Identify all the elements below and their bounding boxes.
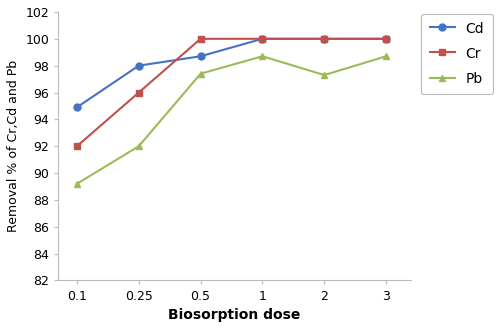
Line: Cd: Cd	[74, 35, 390, 111]
Pb	[74, 182, 80, 186]
Pb	[136, 144, 142, 148]
Cr	[136, 90, 142, 94]
Pb	[260, 54, 266, 58]
Line: Pb: Pb	[74, 53, 390, 187]
Cr	[198, 37, 203, 41]
X-axis label: Biosorption dose: Biosorption dose	[168, 308, 301, 322]
Cd	[260, 37, 266, 41]
Cr	[383, 37, 389, 41]
Pb	[322, 73, 328, 77]
Cd	[383, 37, 389, 41]
Cd	[198, 54, 203, 58]
Y-axis label: Removal % of Cr,Cd and Pb: Removal % of Cr,Cd and Pb	[7, 60, 20, 232]
Pb	[198, 72, 203, 76]
Cr	[322, 37, 328, 41]
Cd	[136, 64, 142, 68]
Cd	[322, 37, 328, 41]
Cd	[74, 105, 80, 109]
Pb	[383, 54, 389, 58]
Cr	[74, 144, 80, 148]
Cr	[260, 37, 266, 41]
Line: Cr: Cr	[74, 35, 390, 150]
Legend: Cd, Cr, Pb: Cd, Cr, Pb	[422, 13, 492, 94]
